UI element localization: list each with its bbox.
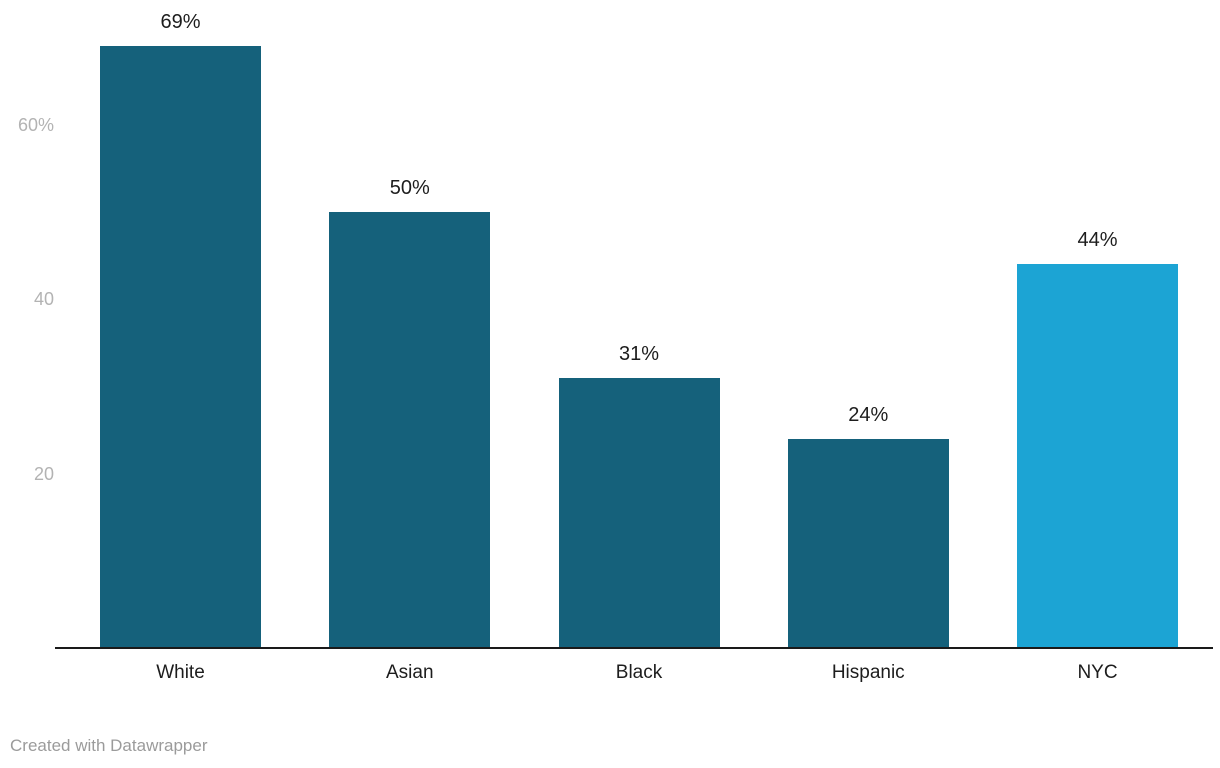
category-label-asian: Asian bbox=[385, 662, 434, 683]
bar-column-black: 31% Black bbox=[558, 0, 720, 768]
bar-asian[interactable] bbox=[329, 212, 491, 648]
value-label-nyc: 44% bbox=[1077, 229, 1118, 252]
bar-column-white: 69% White bbox=[100, 0, 261, 768]
y-tick-label-60: 60% bbox=[17, 114, 54, 135]
value-label-asian: 50% bbox=[389, 177, 430, 199]
bar-column-nyc: 44% NYC bbox=[1017, 0, 1178, 768]
category-label-hispanic: Hispanic bbox=[831, 662, 905, 683]
bar-black[interactable] bbox=[558, 377, 720, 648]
value-label-white: 69% bbox=[160, 11, 201, 34]
x-axis-line bbox=[55, 647, 1213, 649]
bar-white[interactable] bbox=[100, 46, 261, 648]
y-tick-label-20: 20 bbox=[33, 463, 54, 484]
y-tick-label-40: 40 bbox=[33, 289, 54, 310]
bar-nyc[interactable] bbox=[1017, 264, 1178, 648]
category-label-black: Black bbox=[615, 662, 663, 683]
bar-hispanic[interactable] bbox=[787, 438, 949, 648]
value-label-black: 31% bbox=[618, 342, 660, 365]
value-label-hispanic: 24% bbox=[848, 403, 889, 426]
category-label-nyc: NYC bbox=[1077, 662, 1118, 683]
category-label-white: White bbox=[156, 662, 205, 683]
bar-column-asian: 50% Asian bbox=[329, 0, 491, 768]
attribution: Created with Datawrapper bbox=[10, 736, 208, 755]
bar-column-hispanic: 24% Hispanic bbox=[787, 0, 949, 768]
